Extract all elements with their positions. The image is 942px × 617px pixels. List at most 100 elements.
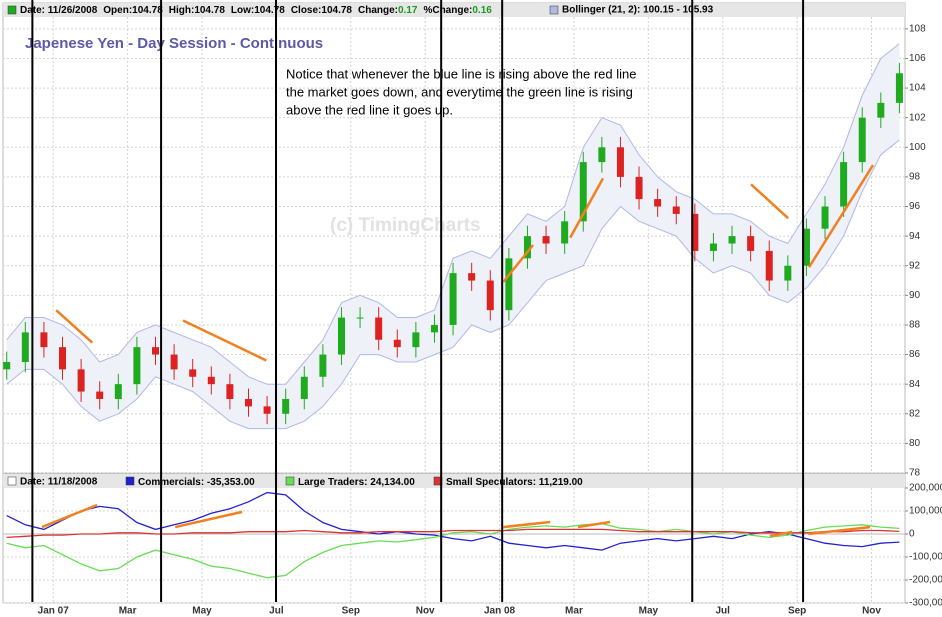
header-item: %Change: <box>423 5 472 16</box>
candle-body <box>337 317 345 355</box>
y-tick-label: 96 <box>909 201 921 212</box>
candle-body <box>616 147 624 177</box>
header-bar <box>3 3 905 17</box>
candle-body <box>226 384 234 399</box>
y-tick-label: 86 <box>909 349 921 360</box>
candle-body <box>598 147 606 163</box>
y-tick-label: 84 <box>909 379 921 390</box>
candle-body <box>412 332 420 348</box>
legend-entry: Large Traders: 24,134.00 <box>298 477 415 488</box>
candle-body <box>802 228 810 266</box>
candle-body <box>523 236 531 259</box>
candle-body <box>3 361 11 370</box>
legend-name: Commercials <box>138 477 201 488</box>
y-tick-label: 100 <box>909 142 926 153</box>
trend-line <box>769 530 793 538</box>
header-item: Close:104.78 <box>291 5 353 16</box>
candle-body <box>840 162 848 207</box>
trend-line <box>502 244 535 283</box>
candle-body <box>282 398 290 414</box>
x-tick-label: Jan 08 <box>484 606 516 617</box>
x-tick-label: May <box>192 606 212 617</box>
trend-line <box>807 164 875 268</box>
bollinger-label: Bollinger (21, 2): 100.15 - 105.93 <box>562 5 714 16</box>
x-tick-label: Nov <box>416 606 435 617</box>
legend-bar <box>3 474 905 488</box>
series-line <box>6 491 900 551</box>
legend-name: Large Traders <box>298 477 365 488</box>
annotation-text: above the red line it goes up. <box>286 102 453 117</box>
annotation-text: Notice that whenever the blue line is ri… <box>286 66 637 81</box>
y-tick-label: 90 <box>909 290 921 301</box>
header-item: 0.17 <box>398 5 418 16</box>
candle-body <box>319 354 327 377</box>
bollinger-upper <box>6 43 900 385</box>
candle-body <box>300 376 308 399</box>
y-tick-label: 0 <box>909 529 915 540</box>
candle-body <box>709 243 717 251</box>
candle-body <box>728 236 736 244</box>
y-tick-label: 94 <box>909 231 921 242</box>
candle-body <box>821 206 829 229</box>
y-tick-label: 80 <box>909 438 921 449</box>
legend-date: Date: 11/18/2008 <box>20 477 98 488</box>
candle-body <box>77 369 85 392</box>
y-tick-label: -200,000 <box>909 575 942 586</box>
x-tick-label: Mar <box>119 606 137 617</box>
legend-name: Small Speculators <box>446 477 533 488</box>
series-line <box>6 528 900 539</box>
y-tick-label: 102 <box>909 112 926 123</box>
candle-body <box>579 162 587 222</box>
header-text: Date: 11/26/2008 Open:104.78 High:104.78 Lo… <box>20 5 492 16</box>
annotation-text: the market goes down, and everytime the … <box>286 84 633 99</box>
candle-body <box>449 273 457 325</box>
legend-value: : 24,134.00 <box>364 477 415 488</box>
header-item: Low:104.78 <box>231 5 285 16</box>
y-tick-label: -300,000 <box>909 598 942 609</box>
x-tick-label: Jul <box>269 606 284 617</box>
y-tick-label: 104 <box>909 83 926 94</box>
trend-line <box>41 503 98 529</box>
y-tick-label: -100,000 <box>909 552 942 563</box>
y-tick-label: 200,000 <box>909 483 942 494</box>
candle-body <box>561 221 569 244</box>
y-tick-label: 78 <box>909 468 921 479</box>
candle-body <box>542 236 550 244</box>
candle-body <box>133 347 141 385</box>
candle-body <box>765 250 773 281</box>
legend-entry: Commercials: -35,353.00 <box>138 477 255 488</box>
candle-body <box>672 206 680 214</box>
header-item: 0.16 <box>472 5 492 16</box>
x-tick-label: Jul <box>716 606 731 617</box>
x-tick-label: Mar <box>565 606 583 617</box>
candle-body <box>393 339 401 348</box>
candle-body <box>505 258 513 311</box>
x-tick-label: Jan 07 <box>38 606 70 617</box>
header-swatch <box>7 5 17 15</box>
legend-swatch <box>125 476 135 486</box>
candle-body <box>263 406 271 414</box>
candle-body <box>858 117 866 163</box>
candle-body <box>189 369 197 377</box>
series-line <box>6 522 900 579</box>
trend-line <box>174 510 243 529</box>
legend-swatch <box>7 476 17 486</box>
candle-body <box>207 376 215 385</box>
candle-body <box>96 391 104 399</box>
candle-body <box>468 273 476 281</box>
y-tick-label: 88 <box>909 320 921 331</box>
trend-line <box>182 319 267 362</box>
candle-body <box>152 347 160 355</box>
legend-value: : -35,353.00 <box>201 477 255 488</box>
candle-body <box>635 176 643 200</box>
candle-body <box>40 332 48 348</box>
candle-body <box>170 354 178 370</box>
y-tick-label: 98 <box>909 172 921 183</box>
header-swatch <box>549 5 559 15</box>
candle-body <box>375 317 383 340</box>
header-item: Change: <box>358 5 398 16</box>
candle-body <box>244 398 252 407</box>
candle-body <box>21 332 29 362</box>
trend-line <box>750 183 790 220</box>
trend-line <box>808 525 871 536</box>
